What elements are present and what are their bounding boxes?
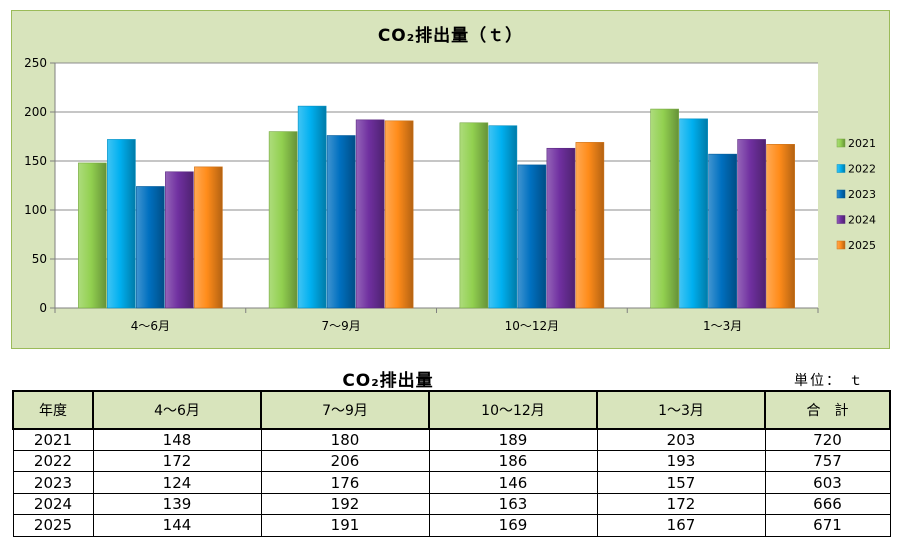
bar-2021-3 bbox=[650, 108, 679, 309]
x-tick-label: 4～6月 bbox=[131, 319, 170, 333]
table-cell: 169 bbox=[428, 514, 598, 537]
y-tick-label: 0 bbox=[39, 301, 47, 315]
table-cell: 157 bbox=[596, 471, 766, 494]
table-cell: 206 bbox=[260, 449, 430, 473]
table-cell: 176 bbox=[260, 471, 430, 494]
table-cell: 144 bbox=[92, 514, 262, 537]
table-cell: 167 bbox=[596, 514, 766, 537]
bar-2024-1 bbox=[355, 119, 385, 309]
chart-title: CO₂排出量（ｔ） bbox=[377, 26, 524, 46]
table-row: 2021 148 180 189 203 720 bbox=[12, 428, 891, 451]
table-cell: 720 bbox=[764, 428, 891, 451]
table-cell: 193 bbox=[596, 449, 766, 473]
table-cell: 172 bbox=[596, 492, 766, 516]
legend-label-2023: 2023 bbox=[848, 188, 876, 201]
bar-2022-0 bbox=[107, 139, 136, 309]
bar-2025-2 bbox=[575, 142, 605, 309]
table-cell: 757 bbox=[764, 449, 891, 473]
bar-2023-3 bbox=[708, 153, 737, 309]
table-cell: 189 bbox=[428, 428, 598, 451]
bar-chart: 0 50 100 150 200 250 4～6月 7～9月 10～12月 1～3月 2021 202… bbox=[24, 56, 876, 333]
table-header-row: 年度 4～6月 7～9月 10～12月 1～3月 合 計 bbox=[12, 390, 891, 430]
table-cell: 180 bbox=[260, 428, 430, 451]
y-tick-label: 250 bbox=[24, 56, 47, 70]
bar-2025-0 bbox=[194, 166, 223, 309]
table-cell: 603 bbox=[764, 471, 891, 494]
bar-2024-2 bbox=[546, 147, 576, 309]
legend-swatch-2025 bbox=[836, 240, 846, 250]
table-title: CO₂排出量 bbox=[342, 371, 434, 391]
table-cell: 139 bbox=[92, 492, 262, 516]
bar-2022-1 bbox=[297, 105, 327, 309]
table-row: 2024 139 192 163 172 666 bbox=[12, 492, 891, 516]
table-cell: 2021 bbox=[12, 428, 94, 451]
header-cell: 合 計 bbox=[764, 390, 891, 430]
table-cell: 186 bbox=[428, 449, 598, 473]
legend-swatch-2021 bbox=[836, 138, 846, 148]
table-row: 2025 144 191 169 167 671 bbox=[12, 514, 891, 537]
bar-2024-0 bbox=[165, 171, 194, 309]
bar-2023-0 bbox=[136, 186, 165, 309]
y-tick-label: 200 bbox=[24, 105, 47, 119]
legend-swatch-2022 bbox=[836, 164, 846, 173]
table-cell: 203 bbox=[596, 428, 766, 451]
table-cell: 2025 bbox=[12, 514, 94, 537]
header-cell: 4～6月 bbox=[92, 390, 262, 430]
bar-2022-2 bbox=[488, 125, 518, 309]
table-cell: 671 bbox=[764, 514, 891, 537]
table-cell: 2022 bbox=[12, 449, 94, 473]
legend-label-2021: 2021 bbox=[848, 137, 876, 150]
header-cell: 年度 bbox=[12, 390, 94, 430]
table-row: 2022 172 206 186 193 757 bbox=[12, 449, 891, 473]
legend-swatch-2024 bbox=[836, 215, 846, 224]
chart-area: CO₂排出量（ｔ） 0 50 100 150 200 250 4～6月 7～9月 10～12月 1… bbox=[11, 10, 890, 349]
table-cell: 192 bbox=[260, 492, 430, 516]
table-cell: 146 bbox=[428, 471, 598, 494]
table-row: 2023 124 176 146 157 603 bbox=[12, 471, 891, 494]
bar-2022-3 bbox=[679, 118, 708, 309]
bar-2023-1 bbox=[326, 135, 356, 309]
table-cell: 148 bbox=[92, 428, 262, 451]
legend-swatch-2023 bbox=[836, 189, 846, 199]
table-cell: 2024 bbox=[12, 492, 94, 516]
y-tick-label: 100 bbox=[24, 203, 47, 217]
bar-2021-0 bbox=[78, 162, 107, 309]
x-tick-label: 7～9月 bbox=[321, 319, 360, 333]
table-cell: 172 bbox=[92, 449, 262, 473]
header-cell: 1～3月 bbox=[596, 390, 766, 430]
legend-label-2024: 2024 bbox=[848, 214, 876, 227]
legend-label-2022: 2022 bbox=[848, 163, 876, 176]
bar-2024-3 bbox=[737, 139, 766, 309]
x-tick-label: 10～12月 bbox=[505, 319, 560, 333]
bar-2021-2 bbox=[459, 122, 489, 309]
header-cell: 7～9月 bbox=[260, 390, 430, 430]
unit-label: 単位： ｔ bbox=[794, 373, 865, 389]
bar-2021-1 bbox=[268, 131, 298, 309]
bar-2025-1 bbox=[384, 120, 414, 309]
header-cell: 10～12月 bbox=[428, 390, 598, 430]
y-tick-label: 150 bbox=[24, 154, 47, 168]
table-cell: 666 bbox=[764, 492, 891, 516]
table-cell: 191 bbox=[260, 514, 430, 537]
table-cell: 2023 bbox=[12, 471, 94, 494]
table-cell: 124 bbox=[92, 471, 262, 494]
data-table: 年度 4～6月 7～9月 10～12月 1～3月 合 計 2021 148 18… bbox=[12, 390, 891, 537]
bar-2025-3 bbox=[766, 144, 795, 309]
table-cell: 163 bbox=[428, 492, 598, 516]
x-tick-label: 1～3月 bbox=[703, 319, 742, 333]
bar-2023-2 bbox=[517, 164, 547, 309]
y-tick-label: 50 bbox=[32, 252, 47, 266]
legend-label-2025: 2025 bbox=[848, 239, 876, 252]
